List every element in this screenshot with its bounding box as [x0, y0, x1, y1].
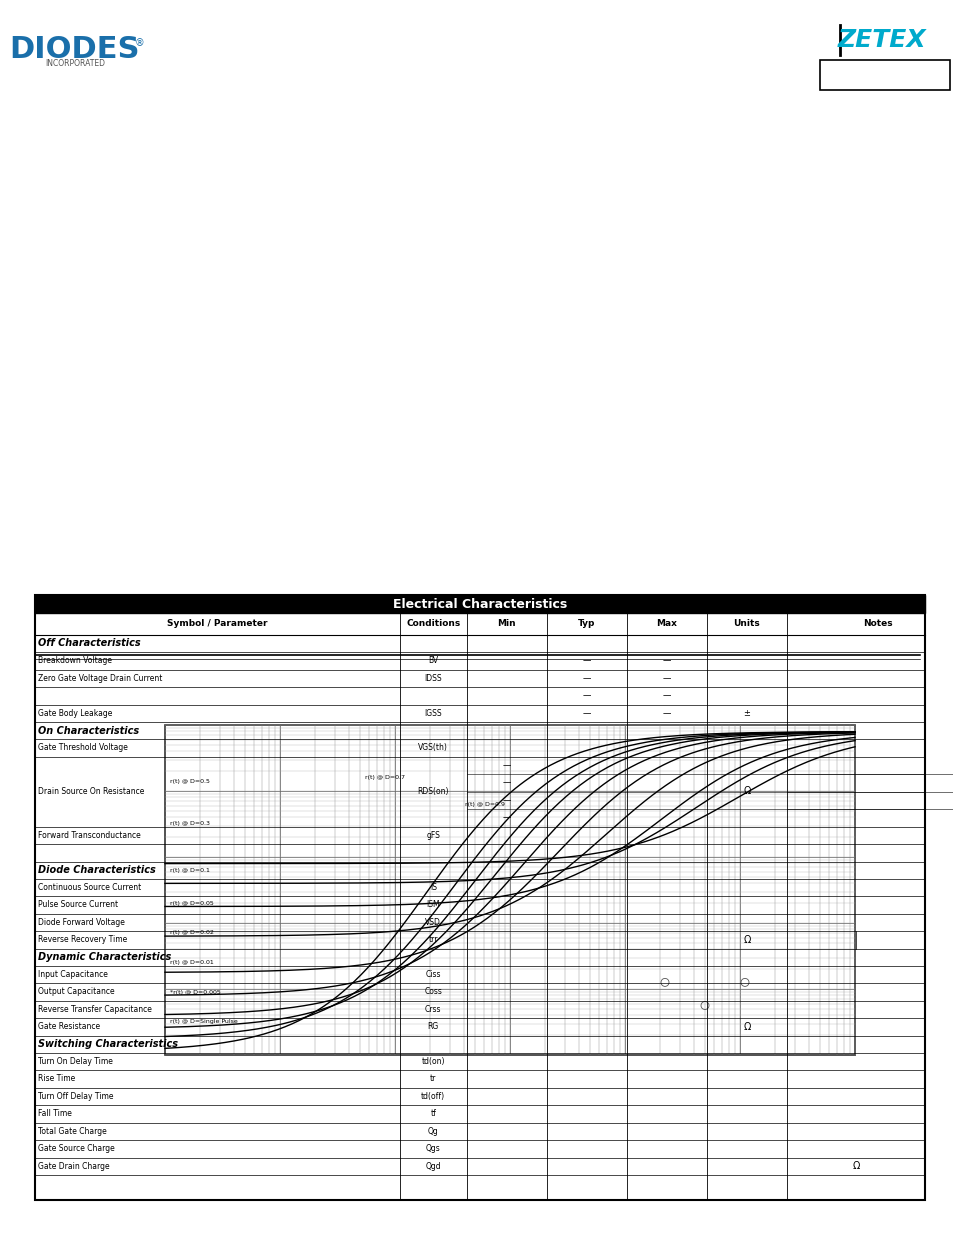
Text: RDS(on): RDS(on)	[417, 787, 449, 797]
Text: RG: RG	[427, 1023, 438, 1031]
Text: td(off): td(off)	[421, 1092, 445, 1100]
Text: Gate Threshold Voltage: Gate Threshold Voltage	[38, 743, 128, 752]
Text: ®: ®	[135, 38, 145, 48]
Text: r(t) @ D=Single Pulse: r(t) @ D=Single Pulse	[170, 1020, 237, 1025]
Text: r(t) @ D=0.5: r(t) @ D=0.5	[170, 778, 210, 783]
Text: —: —	[582, 656, 590, 666]
Text: Electrical Characteristics: Electrical Characteristics	[393, 598, 566, 610]
Text: Symbol / Parameter: Symbol / Parameter	[167, 620, 268, 629]
Text: Off Characteristics: Off Characteristics	[38, 638, 140, 648]
Text: r(t) @ D=0.7: r(t) @ D=0.7	[365, 776, 405, 781]
Text: Conditions: Conditions	[406, 620, 460, 629]
Text: Ciss: Ciss	[425, 969, 440, 979]
Text: Reverse Transfer Capacitance: Reverse Transfer Capacitance	[38, 1005, 152, 1014]
Text: DIODES: DIODES	[10, 36, 140, 64]
Text: Typ: Typ	[578, 620, 595, 629]
Text: Total Gate Charge: Total Gate Charge	[38, 1126, 107, 1136]
Text: Diode Forward Voltage: Diode Forward Voltage	[38, 918, 125, 926]
Text: On Characteristics: On Characteristics	[38, 725, 139, 736]
Text: Max: Max	[656, 620, 677, 629]
Text: Input Capacitance: Input Capacitance	[38, 969, 108, 979]
Text: —: —	[502, 778, 511, 787]
Text: IGSS: IGSS	[424, 709, 441, 718]
Text: Qgs: Qgs	[425, 1145, 440, 1153]
Text: Qg: Qg	[428, 1126, 438, 1136]
Text: Output Capacitance: Output Capacitance	[38, 987, 114, 997]
Text: Gate Body Leakage: Gate Body Leakage	[38, 709, 112, 718]
Text: Units: Units	[733, 620, 760, 629]
Text: Dynamic Characteristics: Dynamic Characteristics	[38, 952, 172, 962]
Text: Pulse Source Current: Pulse Source Current	[38, 900, 118, 909]
Text: r(t) @ D=0.02: r(t) @ D=0.02	[170, 930, 213, 935]
Text: Turn On Delay Time: Turn On Delay Time	[38, 1057, 112, 1066]
Text: Fall Time: Fall Time	[38, 1109, 71, 1118]
Text: Continuous Source Current: Continuous Source Current	[38, 883, 141, 892]
Text: Ω: Ω	[742, 1021, 750, 1031]
Text: Rise Time: Rise Time	[38, 1074, 75, 1083]
Text: r(t) @ D=0.01: r(t) @ D=0.01	[170, 960, 213, 965]
Text: Coss: Coss	[424, 987, 442, 997]
Text: tr: tr	[430, 1074, 436, 1083]
Bar	[35, 595, 924, 1200]
Text: Drain Source On Resistance: Drain Source On Resistance	[38, 787, 144, 797]
Text: BV: BV	[428, 656, 437, 666]
Text: Min: Min	[497, 620, 516, 629]
Text: Forward Transconductance: Forward Transconductance	[38, 831, 141, 840]
Text: ±: ±	[742, 709, 750, 718]
Text: ISM: ISM	[426, 900, 439, 909]
Text: —: —	[662, 674, 670, 683]
Text: Gate Resistance: Gate Resistance	[38, 1023, 100, 1031]
Text: —: —	[582, 709, 590, 718]
Text: —: —	[502, 814, 511, 823]
Text: Ω: Ω	[742, 935, 750, 945]
Bar	[820, 61, 949, 90]
Text: Reverse Recovery Time: Reverse Recovery Time	[38, 935, 127, 945]
Text: ZETEX: ZETEX	[837, 28, 925, 52]
Text: —: —	[502, 761, 511, 769]
Text: Notes: Notes	[862, 620, 892, 629]
Text: VGS(th): VGS(th)	[418, 743, 448, 752]
Text: r(t) @ D=0.3: r(t) @ D=0.3	[170, 821, 210, 826]
Text: IDSS: IDSS	[424, 674, 441, 683]
Text: IS: IS	[429, 883, 436, 892]
Text: r(t) @ D=0.05: r(t) @ D=0.05	[170, 900, 213, 905]
Text: Qgd: Qgd	[425, 1162, 440, 1171]
Text: Switching Characteristics: Switching Characteristics	[38, 1039, 178, 1049]
Text: INCORPORATED: INCORPORATED	[45, 58, 105, 68]
Text: Ω: Ω	[742, 787, 750, 797]
Text: *r(t) @ D=0.005: *r(t) @ D=0.005	[170, 989, 220, 995]
Text: Zero Gate Voltage Drain Current: Zero Gate Voltage Drain Current	[38, 674, 162, 683]
Text: Diode Characteristics: Diode Characteristics	[38, 864, 155, 876]
Text: —: —	[662, 692, 670, 700]
Text: —: —	[662, 709, 670, 718]
Text: Gate Source Charge: Gate Source Charge	[38, 1145, 114, 1153]
Bar	[165, 725, 854, 1055]
Text: Crss: Crss	[425, 1005, 441, 1014]
Text: —: —	[662, 656, 670, 666]
Text: tf: tf	[430, 1109, 436, 1118]
Text: td(on): td(on)	[421, 1057, 444, 1066]
Text: Ω: Ω	[851, 1161, 859, 1171]
Bar	[35, 595, 924, 613]
Text: gFS: gFS	[426, 831, 439, 840]
Text: r(t) @ D=0.1: r(t) @ D=0.1	[170, 868, 210, 873]
Text: —: —	[582, 692, 590, 700]
Text: Turn Off Delay Time: Turn Off Delay Time	[38, 1092, 113, 1100]
Text: trr: trr	[428, 935, 437, 945]
Text: Gate Drain Charge: Gate Drain Charge	[38, 1162, 110, 1171]
Text: Breakdown Voltage: Breakdown Voltage	[38, 656, 112, 666]
Text: VSD: VSD	[425, 918, 440, 926]
Text: r(t) @ D=0.9: r(t) @ D=0.9	[464, 802, 504, 806]
Text: —: —	[502, 795, 511, 805]
Text: —: —	[582, 674, 590, 683]
